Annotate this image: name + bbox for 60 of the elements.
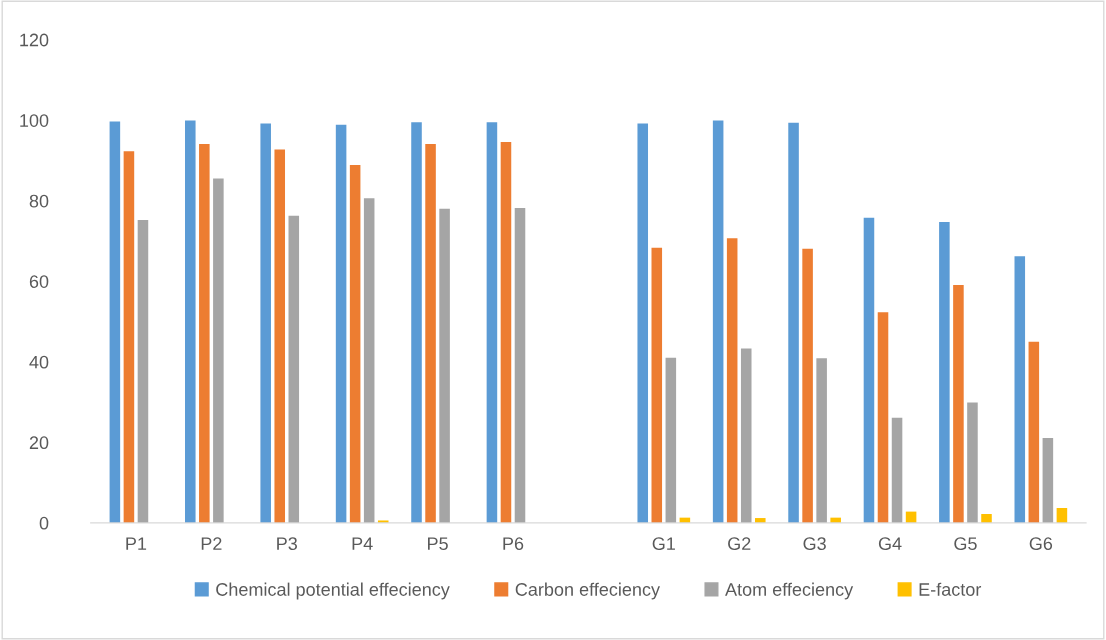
bar bbox=[740, 348, 752, 523]
y-tick-label: 100 bbox=[20, 114, 49, 127]
bar bbox=[712, 120, 724, 523]
legend-label: E-factor bbox=[919, 582, 982, 596]
y-tick-label: 80 bbox=[29, 194, 49, 208]
x-tick-label: P3 bbox=[277, 537, 297, 551]
bar bbox=[967, 402, 978, 523]
bar bbox=[939, 222, 950, 523]
bar bbox=[335, 124, 347, 523]
bar bbox=[213, 178, 224, 523]
bar bbox=[137, 220, 149, 523]
bar bbox=[981, 514, 992, 523]
bar bbox=[500, 141, 512, 523]
x-tick-label: P1 bbox=[126, 537, 147, 550]
y-tick-label: 120 bbox=[20, 33, 49, 47]
bar bbox=[411, 122, 422, 523]
bar bbox=[349, 164, 361, 523]
bar bbox=[726, 238, 738, 523]
bar bbox=[877, 312, 889, 523]
x-tick-label: G3 bbox=[803, 537, 826, 551]
y-tick-label: 40 bbox=[29, 355, 49, 369]
x-tick-label: P4 bbox=[352, 537, 373, 550]
x-tick-label: G6 bbox=[1029, 537, 1053, 551]
bar bbox=[651, 247, 663, 523]
bar bbox=[891, 417, 903, 523]
bar bbox=[109, 121, 121, 523]
bar bbox=[425, 143, 436, 523]
y-tick-label: 20 bbox=[29, 436, 49, 450]
bar bbox=[637, 123, 649, 523]
bar bbox=[288, 215, 300, 523]
bar bbox=[863, 217, 875, 523]
legend-label: Carbon effeciency bbox=[515, 582, 660, 600]
bar bbox=[185, 120, 196, 523]
bar bbox=[199, 143, 210, 523]
bar bbox=[1014, 256, 1026, 523]
x-tick-label: G2 bbox=[728, 537, 751, 551]
y-tick-label: 60 bbox=[29, 275, 49, 288]
bar bbox=[953, 284, 964, 523]
y-tick-label: 0 bbox=[39, 516, 49, 530]
x-tick-label: P6 bbox=[503, 537, 524, 551]
x-tick-label: G5 bbox=[954, 537, 977, 551]
x-tick-label: P2 bbox=[201, 537, 222, 550]
bar bbox=[816, 358, 827, 523]
bar bbox=[1028, 341, 1040, 523]
bar bbox=[788, 122, 799, 523]
x-tick-label: G4 bbox=[878, 537, 902, 551]
bar bbox=[665, 357, 677, 523]
bar bbox=[802, 248, 813, 523]
bar bbox=[486, 122, 498, 523]
x-tick-label: P5 bbox=[428, 537, 448, 551]
bar bbox=[274, 149, 286, 523]
x-tick-label: G1 bbox=[652, 537, 675, 551]
bar bbox=[1042, 437, 1054, 523]
bar bbox=[363, 198, 375, 523]
bar bbox=[123, 151, 135, 523]
legend-label: Chemical potential effeciency bbox=[216, 582, 450, 600]
legend-label: Atom effeciency bbox=[725, 582, 854, 600]
bar bbox=[514, 207, 526, 523]
bar bbox=[260, 123, 271, 523]
bar bbox=[439, 208, 450, 523]
